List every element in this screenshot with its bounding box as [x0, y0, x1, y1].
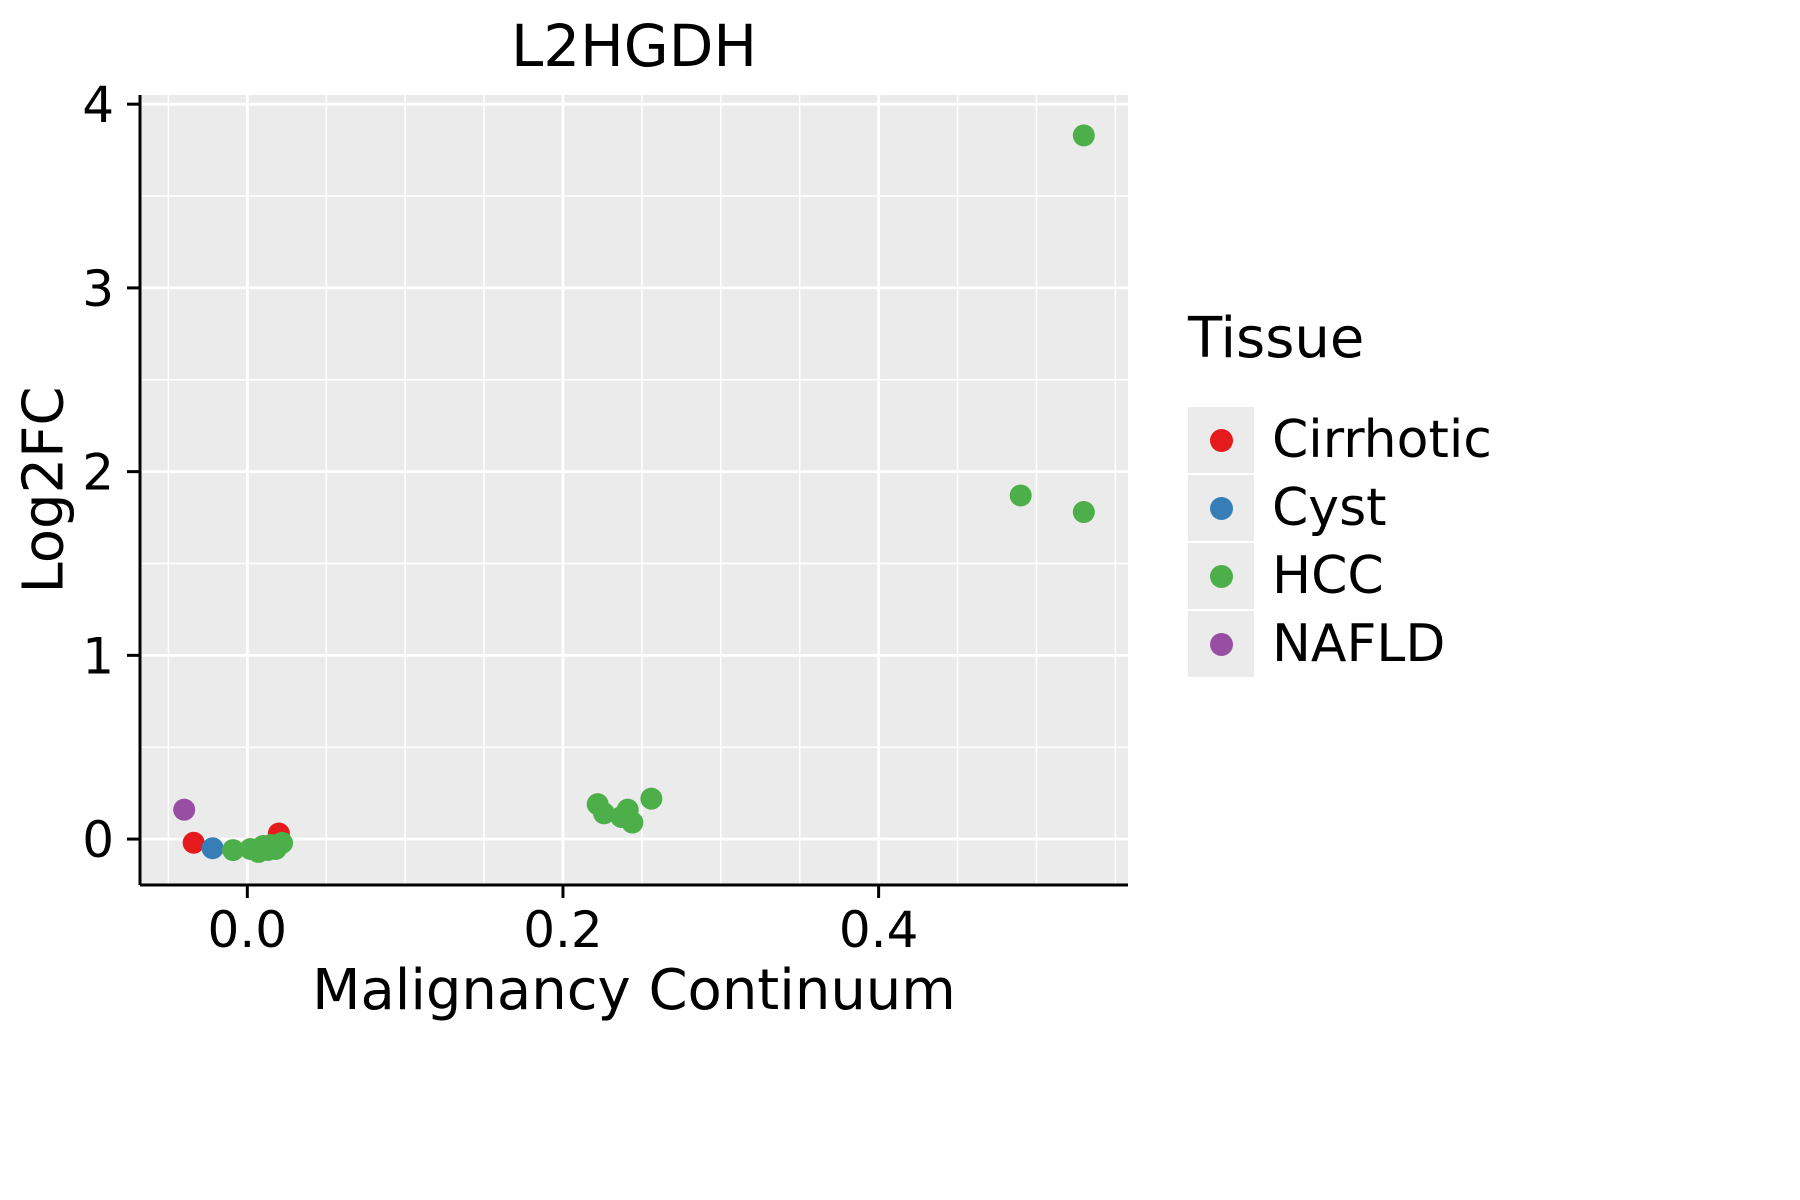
y-tick-label: 4 — [82, 76, 114, 134]
series-cyst — [201, 837, 224, 860]
legend-item-cirrhotic: Cirrhotic — [1188, 407, 1492, 473]
data-point — [1009, 484, 1032, 507]
y-tick-label: 1 — [82, 627, 114, 685]
minor-gridlines — [140, 95, 1128, 885]
legend-key-swatch — [1188, 543, 1254, 609]
data-point — [201, 837, 224, 860]
legend: Tissue Cirrhotic Cyst HCC NAFLD — [1188, 306, 1492, 677]
legend-dot-icon — [1209, 428, 1233, 452]
legend-key-swatch — [1188, 611, 1254, 677]
legend-key-swatch — [1188, 407, 1254, 473]
major-gridlines — [140, 95, 1128, 885]
y-tick-labels: 0 1 2 3 4 — [82, 76, 114, 869]
legend-item-cyst: Cyst — [1188, 475, 1492, 541]
panel-background — [140, 95, 1128, 885]
legend-item-label: NAFLD — [1272, 614, 1446, 674]
data-point — [1072, 501, 1095, 524]
y-tick-label: 0 — [82, 811, 114, 869]
legend-item-hcc: HCC — [1188, 543, 1492, 609]
data-point — [1072, 124, 1095, 147]
data-point — [621, 811, 644, 834]
legend-item-label: HCC — [1272, 546, 1384, 606]
series-nafld — [173, 798, 196, 821]
tick-marks — [127, 102, 881, 898]
data-point — [640, 787, 663, 810]
data-point — [222, 839, 245, 862]
legend-item-label: Cyst — [1272, 478, 1387, 538]
legend-title: Tissue — [1188, 306, 1365, 371]
x-tick-label: 0.4 — [839, 901, 919, 959]
data-point — [271, 831, 294, 854]
y-tick-label: 3 — [82, 260, 114, 318]
legend-dot-icon — [1209, 496, 1233, 520]
data-point — [173, 798, 196, 821]
legend-item-nafld: NAFLD — [1188, 611, 1492, 677]
data-point — [593, 802, 616, 825]
chart-title: L2HGDH — [510, 12, 758, 80]
data-point — [182, 831, 205, 854]
series-hcc — [222, 124, 1095, 863]
legend-item-label: Cirrhotic — [1272, 410, 1492, 470]
legend-dot-icon — [1209, 632, 1233, 656]
x-tick-label: 0.0 — [208, 901, 288, 959]
legend-key-swatch — [1188, 475, 1254, 541]
x-tick-labels: 0.0 0.2 0.4 — [208, 901, 919, 959]
x-axis-label: Malignancy Continuum — [312, 958, 956, 1023]
legend-rows: Cirrhotic Cyst HCC NAFLD — [1188, 407, 1492, 677]
legend-dot-icon — [1209, 564, 1233, 588]
y-tick-label: 2 — [82, 444, 114, 502]
x-tick-label: 0.2 — [523, 901, 603, 959]
